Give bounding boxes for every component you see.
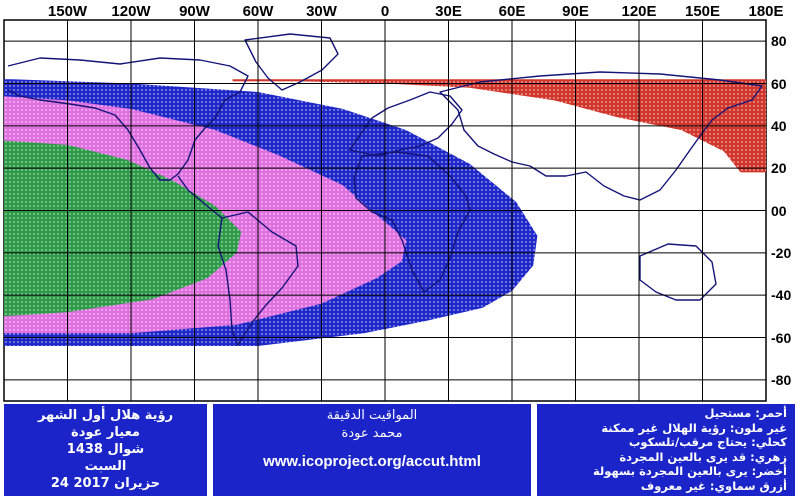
legend-green: أخضر: يرى بالعين المجردة بسهولة (592, 464, 787, 478)
latitude-label: 80 (771, 33, 787, 50)
legend-red: أحمر: مستحيل (704, 406, 787, 420)
legend-panel: أحمر: مستحيل غير ملون: رؤية الهلال غير م… (537, 404, 795, 496)
calendar-title: رؤية هلال أول الشهر (37, 408, 174, 423)
europe-outline (349, 91, 463, 157)
latitude-label: 20 (771, 160, 787, 177)
lat-lon-grid (4, 20, 766, 401)
south-america-outline (217, 211, 299, 346)
longitude-label: 60W (242, 3, 274, 20)
asia-outline (439, 71, 763, 201)
longitude-label: 120W (111, 3, 151, 20)
longitude-label: 150E (684, 3, 721, 20)
central-america-outline (177, 175, 223, 219)
gregorian-date: 24 حزيران 2017 (50, 476, 161, 491)
greenland-outline (244, 33, 339, 91)
longitude-label: 0 (380, 3, 390, 20)
longitude-label: 60E (498, 3, 526, 20)
source-title: المواقيت الدقيقة (326, 408, 418, 423)
australia-outline (639, 243, 717, 301)
latitude-label: 60 (771, 75, 787, 92)
criterion-name: معيار عودة (71, 425, 140, 440)
north-america-outline (7, 57, 249, 181)
latitude-label: -80 (771, 371, 792, 388)
longitude-label: 90W (179, 3, 210, 20)
latitude-label: 00 (771, 202, 787, 219)
longitude-label: 30W (306, 3, 337, 20)
source-url[interactable]: www.icoproject.org/accut.html (263, 453, 481, 470)
hijri-month: شوال 1438 (66, 442, 145, 457)
author-name: محمد عودة (341, 426, 403, 441)
longitude-label: 120E (621, 3, 657, 20)
longitude-label: 150W (47, 3, 88, 20)
green-zone (4, 140, 242, 317)
latitude-label: -20 (771, 244, 792, 261)
world-visibility-map (3, 19, 767, 402)
weekday: السبت (84, 459, 127, 474)
latitude-label: 40 (771, 117, 787, 134)
legend-cyan: أزرق سماوي: غير معروف (640, 478, 787, 493)
red-zone (232, 79, 767, 173)
longitude-label: 90E (562, 3, 589, 20)
longitude-label: 30E (435, 3, 462, 20)
longitude-label: 180E (748, 3, 784, 20)
continent-outlines (7, 33, 763, 346)
legend-uncolored: غير ملون: رؤية الهلال غير ممكنة (601, 420, 787, 435)
latitude-label: -40 (771, 287, 792, 304)
legend-navy: كحلي: يحتاج مرقب/تلسكوب (628, 435, 787, 449)
legend-pink: زهري: قد يرى بالعين المجردة (619, 449, 787, 464)
calendar-panel: رؤية هلال أول الشهر معيار عودة شوال 1438… (4, 404, 207, 496)
latitude-label: -60 (771, 329, 792, 346)
source-panel: المواقيت الدقيقة محمد عودة www.icoprojec… (213, 404, 531, 496)
africa-outline (353, 151, 471, 293)
